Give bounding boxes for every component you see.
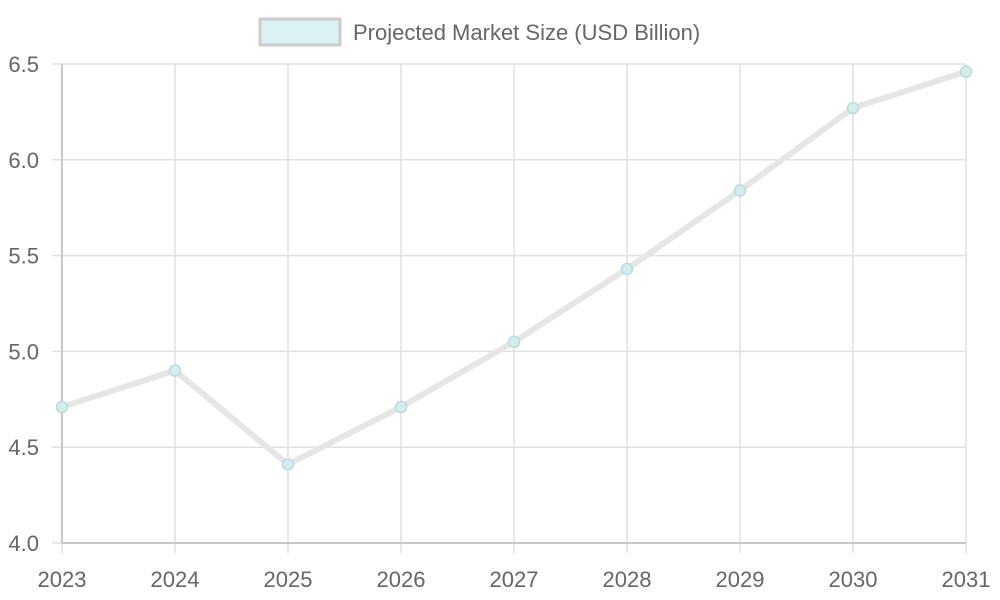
y-tick-label: 6.0 (8, 148, 39, 173)
y-tick-label: 4.5 (8, 435, 39, 460)
data-point[interactable] (620, 262, 634, 276)
x-tick-label: 2029 (716, 567, 765, 592)
axes: 4.0 4.5 5.0 5.5 6.0 6.5 2023 2024 2025 2026 2027 20… (8, 52, 990, 592)
x-tick-label: 2027 (490, 567, 539, 592)
x-tick-label: 2025 (264, 567, 313, 592)
y-tick-label: 4.0 (8, 531, 39, 556)
legend[interactable]: Projected Market Size (USD Billion) (258, 17, 700, 47)
grid (52, 63, 967, 553)
data-point[interactable] (168, 364, 182, 377)
x-tick-label: 2031 (942, 567, 991, 592)
y-tick-label: 5.0 (8, 339, 39, 364)
data-point[interactable] (959, 65, 973, 78)
data-point[interactable] (846, 101, 860, 115)
data-point[interactable] (394, 400, 408, 414)
x-tick-label: 2026 (377, 567, 426, 592)
x-tick-label: 2024 (151, 567, 200, 592)
data-point[interactable] (733, 184, 747, 197)
data-point[interactable] (55, 400, 69, 414)
data-point[interactable] (281, 458, 295, 471)
x-tick-label: 2028 (603, 567, 652, 592)
series-layer (55, 65, 973, 471)
x-tick-label: 2030 (829, 567, 878, 592)
data-point[interactable] (507, 335, 521, 349)
legend-swatch (258, 17, 342, 47)
y-tick-label: 6.5 (8, 52, 39, 77)
legend-label: Projected Market Size (USD Billion) (353, 20, 700, 45)
y-tick-label: 5.5 (8, 244, 39, 269)
x-tick-label: 2023 (38, 567, 87, 592)
